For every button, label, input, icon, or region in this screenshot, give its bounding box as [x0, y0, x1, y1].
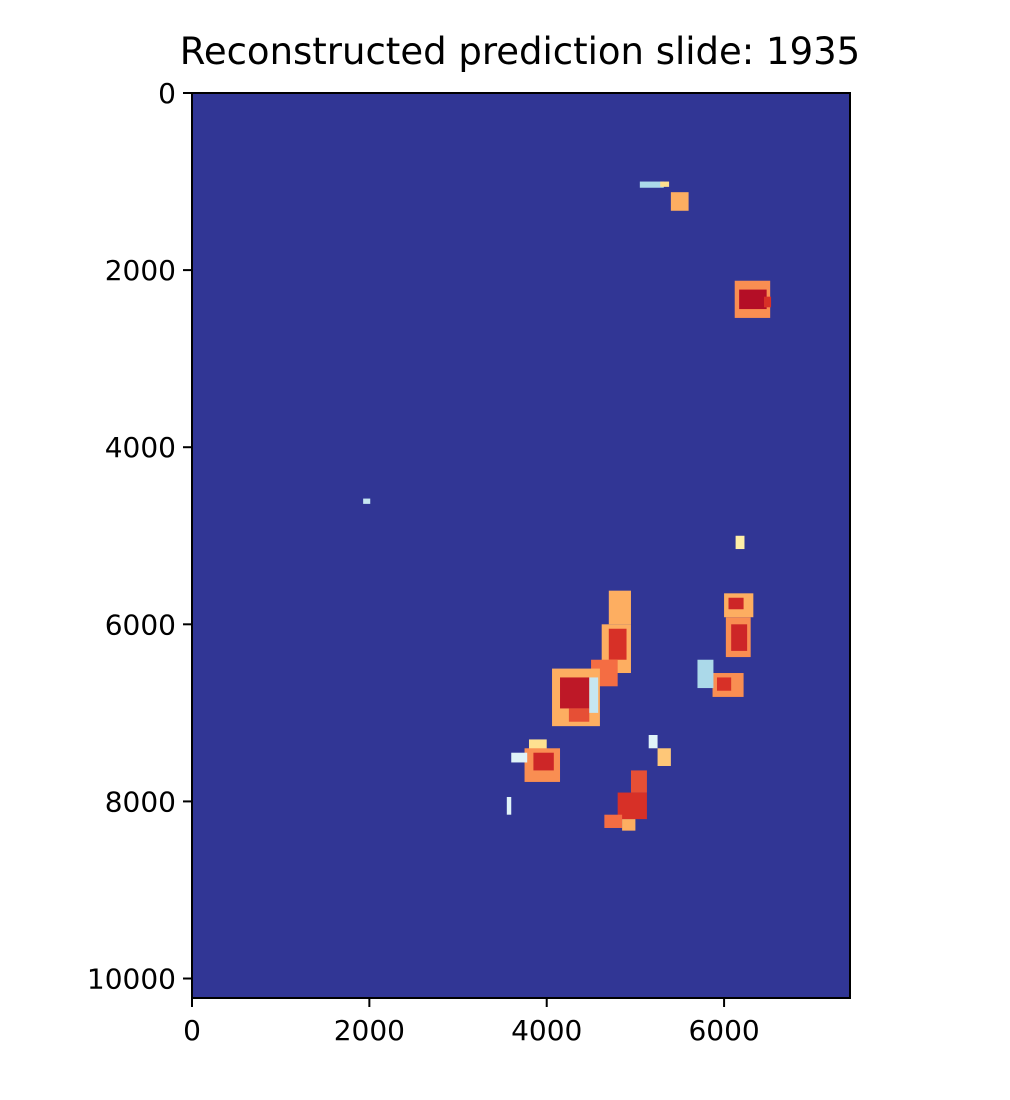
chart-title: Reconstructed prediction slide: 1935 — [180, 30, 860, 73]
heatmap-region-27 — [657, 748, 671, 766]
heatmap-region-19 — [560, 677, 590, 709]
heatmap-region-13 — [697, 659, 714, 689]
heatmap-region-30 — [604, 814, 623, 828]
x-tick-label: 4000 — [511, 1014, 582, 1047]
heatmap-region-14 — [608, 590, 631, 625]
heatmap-region-1 — [660, 181, 670, 187]
heatmap-region-6 — [735, 535, 745, 550]
heatmap-region-0 — [639, 181, 664, 188]
heatmap-region-26 — [648, 735, 658, 749]
heatmap-region-20 — [568, 708, 590, 722]
heatmap-region-28 — [630, 770, 647, 793]
heatmap-region-22 — [528, 739, 547, 751]
heatmap-region-24 — [533, 752, 554, 771]
heatmap-region-4 — [739, 289, 767, 310]
x-axis: 0 2000 4000 6000 — [183, 998, 760, 1047]
y-tick-label: 4000 — [105, 431, 176, 464]
heatmap-region-25 — [511, 752, 528, 763]
heatmap-region-33 — [363, 498, 371, 504]
heatmap-region-16 — [608, 628, 627, 660]
heatmap-region-21 — [589, 677, 599, 713]
heatmap-background — [192, 93, 850, 998]
y-tick-label: 10000 — [87, 963, 176, 996]
y-tick-label: 2000 — [105, 254, 176, 287]
heatmap-region-31 — [622, 819, 636, 831]
heatmap-region-5 — [763, 296, 772, 308]
y-tick-label: 6000 — [105, 608, 176, 641]
x-tick-label: 0 — [183, 1014, 201, 1047]
heatmap-region-12 — [716, 677, 732, 691]
axes-frame — [191, 92, 851, 999]
heatmap-region-8 — [728, 597, 744, 610]
x-tick-label: 2000 — [334, 1014, 405, 1047]
y-tick-label: 0 — [158, 77, 176, 110]
heatmap-region-10 — [731, 624, 748, 651]
heatmap-region-2 — [670, 192, 689, 211]
y-tick-label: 8000 — [105, 785, 176, 818]
heatmap-region-32 — [506, 796, 512, 815]
heatmap-region-29 — [617, 792, 647, 820]
x-tick-label: 6000 — [688, 1014, 759, 1047]
y-axis: 0 2000 4000 6000 8000 10000 — [87, 77, 192, 996]
plot-area — [192, 93, 850, 998]
